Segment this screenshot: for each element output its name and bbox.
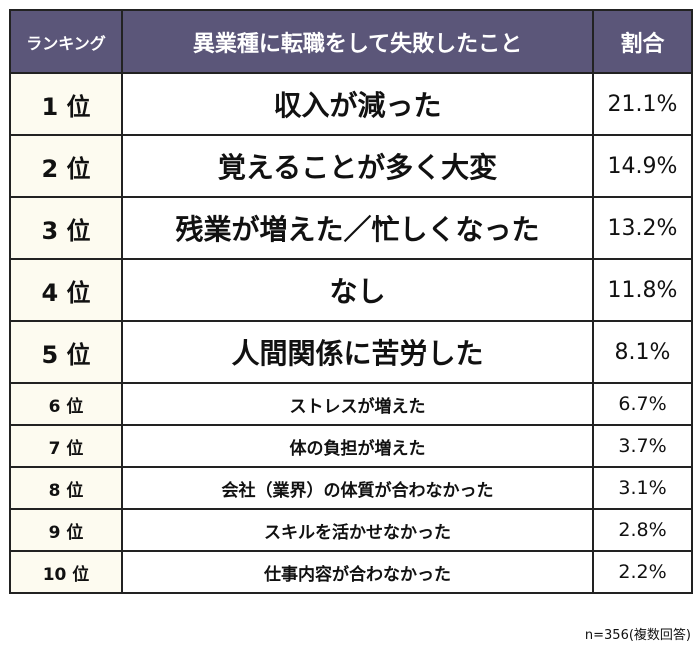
item-cell: 体の負担が増えた (121, 424, 594, 468)
percentage-cell: 11.8% (592, 258, 693, 322)
percentage-cell: 21.1% (592, 72, 693, 136)
table-row: 5 位 人間関係に苦労した 8.1% (9, 320, 693, 384)
table-row: 9 位 スキルを活かせなかった 2.8% (9, 508, 693, 552)
rank-cell: 3 位 (9, 196, 123, 260)
table-row: 2 位 覚えることが多く大変 14.9% (9, 134, 693, 198)
table-row: 4 位 なし 11.8% (9, 258, 693, 322)
percentage-cell: 8.1% (592, 320, 693, 384)
item-cell: なし (121, 258, 594, 322)
header-percentage: 割合 (592, 9, 693, 74)
ranking-table: ランキング 異業種に転職をして失敗したこと 割合 1 位 収入が減った 21.1… (9, 9, 693, 594)
item-cell: 覚えることが多く大変 (121, 134, 594, 198)
rank-cell: 8 位 (9, 466, 123, 510)
percentage-cell: 6.7% (592, 382, 693, 426)
rank-cell: 7 位 (9, 424, 123, 468)
percentage-cell: 2.8% (592, 508, 693, 552)
table-row: 1 位 収入が減った 21.1% (9, 72, 693, 136)
item-cell: 残業が増えた／忙しくなった (121, 196, 594, 260)
header-rank: ランキング (9, 9, 123, 74)
rank-cell: 5 位 (9, 320, 123, 384)
table-row: 6 位 ストレスが増えた 6.7% (9, 382, 693, 426)
table-row: 10 位 仕事内容が合わなかった 2.2% (9, 550, 693, 594)
rank-cell: 10 位 (9, 550, 123, 594)
percentage-cell: 3.7% (592, 424, 693, 468)
item-cell: 会社（業界）の体質が合わなかった (121, 466, 594, 510)
sample-size-note: n=356(複数回答) (584, 628, 691, 643)
item-cell: ストレスが増えた (121, 382, 594, 426)
item-cell: 収入が減った (121, 72, 594, 136)
item-cell: 仕事内容が合わなかった (121, 550, 594, 594)
table-row: 8 位 会社（業界）の体質が合わなかった 3.1% (9, 466, 693, 510)
item-cell: スキルを活かせなかった (121, 508, 594, 552)
percentage-cell: 2.2% (592, 550, 693, 594)
header-row: ランキング 異業種に転職をして失敗したこと 割合 (9, 9, 693, 74)
rank-cell: 1 位 (9, 72, 123, 136)
header-item: 異業種に転職をして失敗したこと (121, 9, 594, 74)
percentage-cell: 14.9% (592, 134, 693, 198)
table-row: 7 位 体の負担が増えた 3.7% (9, 424, 693, 468)
percentage-cell: 13.2% (592, 196, 693, 260)
item-cell: 人間関係に苦労した (121, 320, 594, 384)
percentage-cell: 3.1% (592, 466, 693, 510)
rank-cell: 4 位 (9, 258, 123, 322)
rank-cell: 9 位 (9, 508, 123, 552)
rank-cell: 6 位 (9, 382, 123, 426)
table-row: 3 位 残業が増えた／忙しくなった 13.2% (9, 196, 693, 260)
rank-cell: 2 位 (9, 134, 123, 198)
